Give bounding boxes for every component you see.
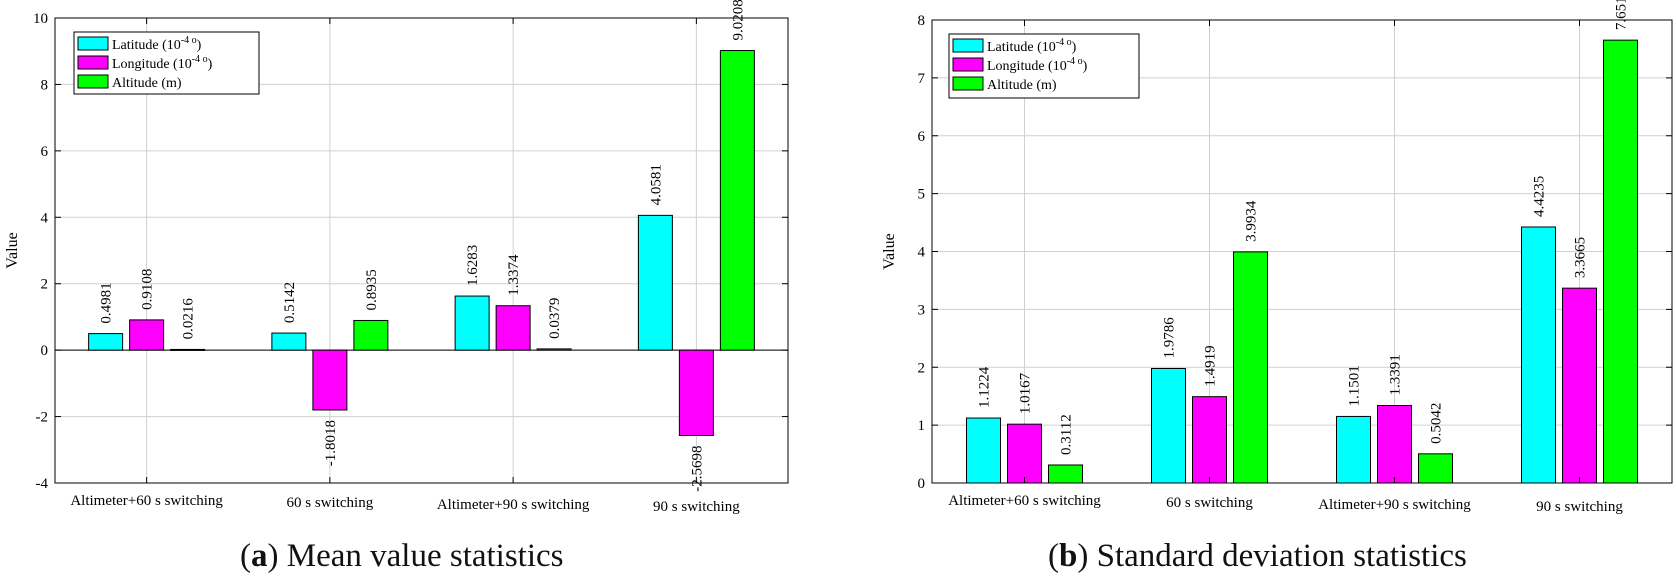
bar-longitude — [129, 319, 165, 351]
data-label: 1.0167 — [1018, 372, 1034, 414]
bar-altitude — [719, 50, 755, 351]
bar-longitude — [1192, 396, 1227, 484]
data-label: 1.3391 — [1388, 354, 1404, 395]
bar-latitude — [1336, 415, 1371, 484]
bar-longitude — [1007, 423, 1042, 484]
bar-latitude — [637, 214, 673, 351]
data-label: 1.1501 — [1347, 365, 1363, 406]
y-tick-label: 5 — [918, 187, 926, 203]
data-label: 0.9108 — [140, 269, 156, 310]
bar-longitude — [495, 305, 531, 351]
legend-label: Longitude (10-4 o) — [112, 54, 213, 72]
bar-latitude — [88, 333, 124, 351]
x-tick-label: Altimeter+90 s switching — [437, 497, 590, 513]
x-tick-label: 60 s switching — [287, 495, 374, 511]
data-label: 1.4919 — [1203, 345, 1219, 386]
y-axis-label: Value — [881, 233, 898, 269]
bar-altitude — [1233, 251, 1268, 484]
legend-label: Altitude (m) — [112, 76, 182, 91]
y-tick-label: -4 — [36, 476, 49, 492]
chart-standard-deviation: 1.1224 1.9786 1.1501 4.4235 1.0167 1.4919 1.33… — [881, 0, 1673, 515]
y-tick-label: 0 — [918, 476, 926, 492]
data-label: 0.3112 — [1059, 414, 1075, 455]
bar-altitude — [1603, 39, 1638, 484]
bar-latitude — [271, 332, 307, 351]
bar-longitude — [1562, 287, 1597, 484]
data-label: 0.0379 — [547, 298, 563, 339]
x-tick-label: 60 s switching — [1166, 495, 1253, 511]
legend-swatch — [952, 38, 984, 53]
legend-label: Latitude (10-4 o) — [987, 37, 1077, 55]
legend-swatch — [77, 36, 109, 51]
y-tick-label: 4 — [41, 210, 49, 226]
caption-a-text: Mean value statistics — [286, 538, 564, 574]
data-label: 0.5042 — [1429, 403, 1445, 444]
data-label: 1.1224 — [977, 366, 993, 408]
data-label: 4.4235 — [1532, 176, 1548, 217]
data-label: 3.9934 — [1244, 200, 1260, 242]
bar-latitude — [966, 417, 1001, 484]
data-label: 0.4981 — [99, 282, 115, 323]
y-tick-label: 1 — [918, 418, 926, 434]
caption-b: (b) Standard deviation statistics — [1048, 538, 1467, 574]
y-tick-label: 4 — [918, 245, 926, 261]
x-tick-label: 90 s switching — [1536, 499, 1623, 515]
bar-longitude — [312, 349, 348, 411]
bar-altitude — [353, 319, 389, 351]
data-label: -2.5698 — [689, 445, 705, 491]
data-label: 9.0208 — [730, 0, 746, 41]
chart-mean-value: 0.4981 0.5142 1.6283 4.0581 0.9108 -1.8018 1.3… — [4, 0, 789, 515]
legend-swatch — [77, 74, 109, 89]
x-tick-label: Altimeter+90 s switching — [1318, 497, 1471, 513]
caption-a: (a) Mean value statistics — [240, 538, 564, 574]
y-tick-label: 2 — [41, 277, 49, 293]
y-tick-label: 10 — [33, 11, 48, 27]
bar-altitude — [536, 348, 572, 351]
bar-altitude — [170, 348, 206, 351]
y-tick-label: 0 — [41, 343, 49, 359]
x-tick-label: 90 s switching — [653, 499, 740, 515]
data-label: 0.5142 — [282, 282, 298, 323]
y-tick-label: 3 — [918, 302, 926, 318]
legend-swatch — [952, 76, 984, 91]
y-tick-label: 8 — [918, 13, 926, 29]
data-label: 1.3374 — [506, 254, 522, 296]
y-tick-label: -2 — [36, 410, 49, 426]
data-label: 0.8935 — [364, 269, 380, 310]
legend-label: Altitude (m) — [987, 78, 1057, 93]
y-tick-label: 6 — [41, 144, 49, 160]
data-label: 1.6283 — [465, 245, 481, 286]
bar-altitude — [1048, 464, 1083, 484]
axes-box — [54, 17, 789, 484]
bar-latitude — [1521, 226, 1556, 484]
legend-label: Longitude (10-4 o) — [987, 56, 1088, 74]
bar-longitude — [678, 349, 714, 436]
data-label: 3.3665 — [1573, 237, 1589, 278]
y-axis-label: Value — [4, 232, 21, 268]
y-tick-label: 8 — [41, 77, 49, 93]
x-tick-label: Altimeter+60 s switching — [948, 493, 1101, 509]
bar-latitude — [454, 295, 490, 351]
legend-swatch — [77, 55, 109, 70]
caption-b-text: Standard deviation statistics — [1096, 538, 1467, 574]
legend-swatch — [952, 57, 984, 72]
x-tick-label: Altimeter+60 s switching — [70, 493, 223, 509]
data-label: 0.0216 — [181, 298, 197, 340]
bar-altitude — [1418, 453, 1453, 484]
bar-longitude — [1377, 404, 1412, 484]
data-label: 4.0581 — [648, 164, 664, 205]
y-tick-label: 6 — [918, 129, 926, 145]
data-label: 7.6519 — [1614, 0, 1630, 30]
legend-label: Latitude (10-4 o) — [112, 35, 202, 53]
data-label: -1.8018 — [323, 420, 339, 466]
bar-latitude — [1151, 367, 1186, 484]
y-tick-label: 7 — [918, 71, 926, 87]
data-label: 1.9786 — [1162, 317, 1178, 359]
y-tick-label: 2 — [918, 360, 926, 376]
